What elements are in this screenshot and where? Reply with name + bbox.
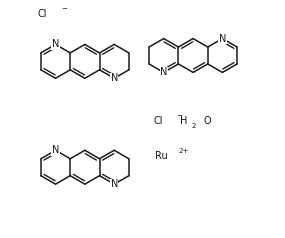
Text: Cl: Cl: [153, 116, 162, 126]
Text: Ru: Ru: [155, 151, 168, 161]
Text: 2: 2: [192, 123, 196, 129]
Text: −: −: [176, 113, 182, 119]
Text: N: N: [52, 40, 59, 50]
Text: N: N: [111, 179, 118, 189]
Text: N: N: [219, 34, 226, 44]
Text: N: N: [52, 145, 59, 155]
Text: 2+: 2+: [178, 148, 189, 154]
Text: N: N: [111, 73, 118, 83]
Text: N: N: [160, 67, 167, 77]
Text: O: O: [203, 116, 211, 126]
Text: −: −: [61, 6, 67, 12]
Text: Cl: Cl: [38, 9, 47, 19]
Text: H: H: [180, 116, 188, 126]
